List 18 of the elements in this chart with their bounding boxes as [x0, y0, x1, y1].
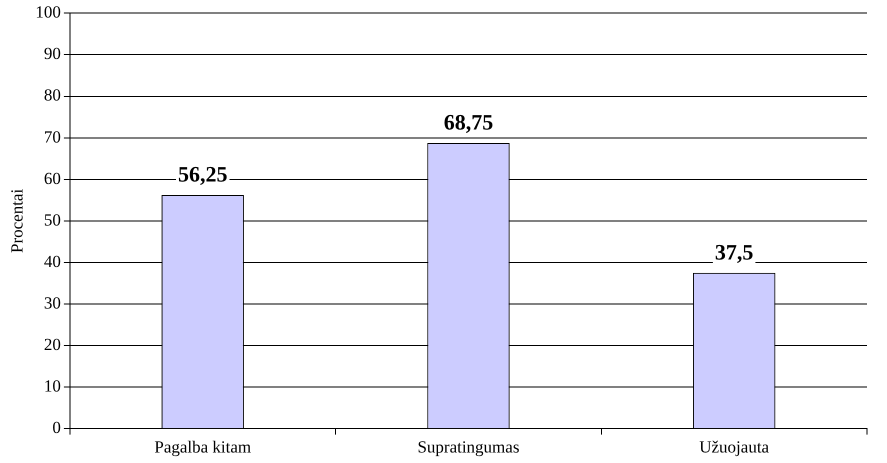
y-tick-label: 70: [44, 127, 61, 146]
y-axis-title: Procentai: [8, 188, 27, 253]
y-tick-label: 10: [44, 376, 61, 396]
x-tick-label: Supratingumas: [417, 437, 520, 456]
y-tick-label: 0: [52, 418, 61, 438]
data-label: 56,25: [178, 162, 228, 187]
y-tick-label: 20: [44, 334, 61, 354]
y-tick-label: 80: [44, 86, 61, 105]
y-tick-label: 30: [44, 293, 61, 312]
y-tick-label: 50: [44, 210, 61, 230]
y-tick-label: 100: [35, 2, 61, 22]
y-tick-label: 60: [44, 168, 61, 188]
x-tick-label: Užuojauta: [699, 437, 770, 456]
data-label: 68,75: [444, 110, 494, 135]
data-label: 37,5: [714, 240, 754, 265]
y-tick-label: 90: [44, 44, 61, 64]
y-tick-label: 40: [44, 252, 61, 271]
x-tick-label: Pagalba kitam: [154, 437, 252, 456]
